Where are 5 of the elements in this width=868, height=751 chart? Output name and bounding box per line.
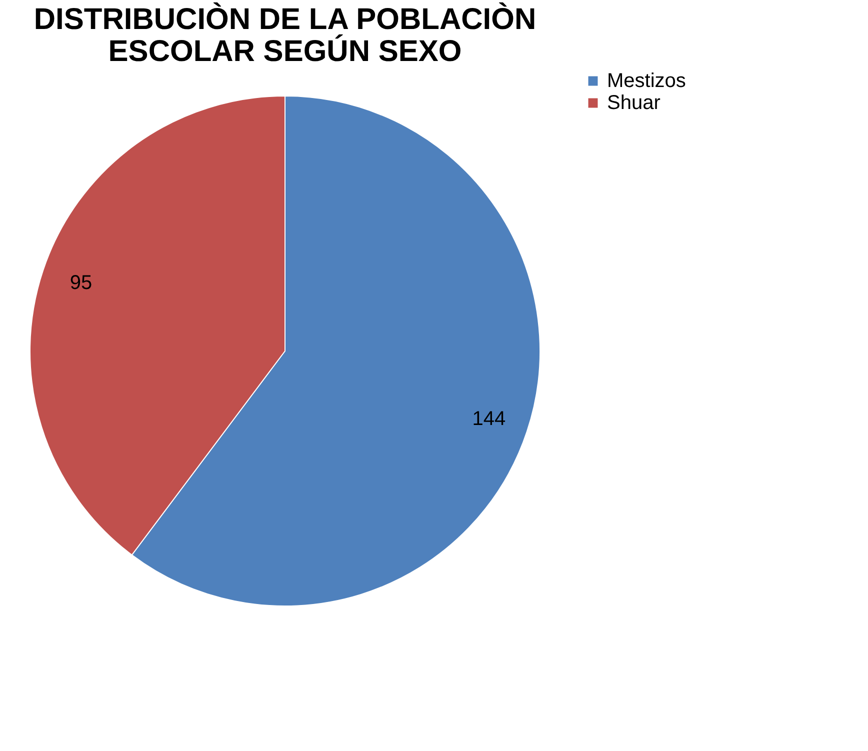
legend-label: Shuar — [607, 92, 661, 114]
legend-label: Mestizos — [607, 70, 686, 92]
data-label: 144 — [472, 408, 506, 430]
data-label: 95 — [70, 272, 92, 294]
chart-title: DISTRIBUCIÒN DE LA POBLACIÒN ESCOLAR SEGÚN SEXO — [34, 2, 536, 68]
